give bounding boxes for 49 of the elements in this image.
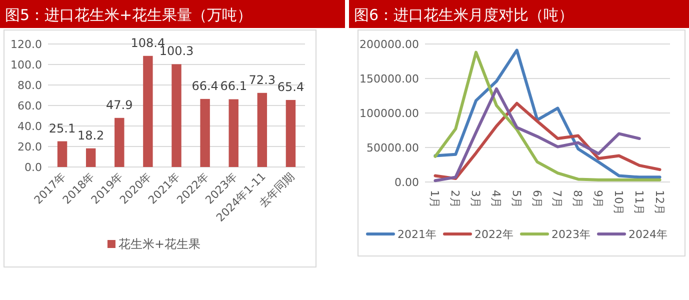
data-label: 72.3: [248, 72, 276, 87]
y-tick-label: 80.0: [18, 79, 42, 92]
x-tick-label: 12月: [652, 190, 666, 215]
y-tick-label: 100000.00: [360, 107, 419, 120]
y-tick-label: 0.0: [24, 161, 42, 174]
legend-label: 2024年: [628, 228, 668, 241]
x-tick-label: 2月: [448, 190, 462, 208]
data-label: 65.4: [277, 80, 304, 94]
data-label: 47.9: [106, 98, 133, 112]
x-tick-label: 1月: [428, 190, 442, 208]
x-tick-label: 9月: [592, 190, 605, 208]
y-tick-label: 60.0: [18, 100, 42, 112]
legend-label: 花生米+花生果: [118, 237, 201, 251]
bar: [172, 64, 182, 167]
x-tick-label: 5月: [510, 190, 523, 208]
y-tick-label: 40.0: [18, 120, 42, 133]
line-series: [434, 102, 662, 180]
y-tick-label: 50000.00: [366, 142, 419, 154]
bar: [257, 92, 268, 167]
x-tick-label: 4月: [489, 190, 502, 208]
legend-label: 2022年: [474, 228, 514, 241]
bar: [228, 99, 238, 167]
y-tick-label: 20.0: [18, 140, 42, 154]
x-tick-label: 7月: [550, 190, 564, 208]
data-label: 66.1: [220, 79, 247, 94]
chart-title: 图5：进口花生米+花生果量（万吨）: [5, 6, 252, 24]
bar: [286, 100, 296, 167]
bar: [114, 118, 124, 167]
bar: [143, 56, 153, 167]
bar: [57, 141, 68, 167]
bar: [200, 98, 210, 167]
x-tick-label: 6月: [530, 190, 544, 208]
data-label: 25.1: [48, 121, 76, 136]
y-tick-label: 120.0: [10, 38, 42, 51]
chart-title: 图6：进口花生米月度对比（吨）: [354, 6, 574, 24]
legend-label: 2021年: [398, 228, 436, 241]
y-tick-label: 100.0: [10, 58, 42, 72]
x-tick-label: 11月: [632, 190, 646, 215]
x-tick-label: 10月: [612, 190, 625, 215]
bar: [86, 148, 96, 167]
x-tick-label: 8月: [571, 190, 584, 208]
x-tick-label: 3月: [469, 190, 482, 208]
data-label: 66.4: [192, 78, 218, 93]
y-tick-label: 0.00: [394, 176, 419, 189]
y-tick-label: 150000.00: [360, 72, 419, 86]
y-tick-label: 200000.00: [360, 38, 419, 51]
line-series: [434, 87, 641, 182]
data-label: 18.2: [77, 128, 104, 142]
legend-label: 2023年: [552, 228, 590, 241]
